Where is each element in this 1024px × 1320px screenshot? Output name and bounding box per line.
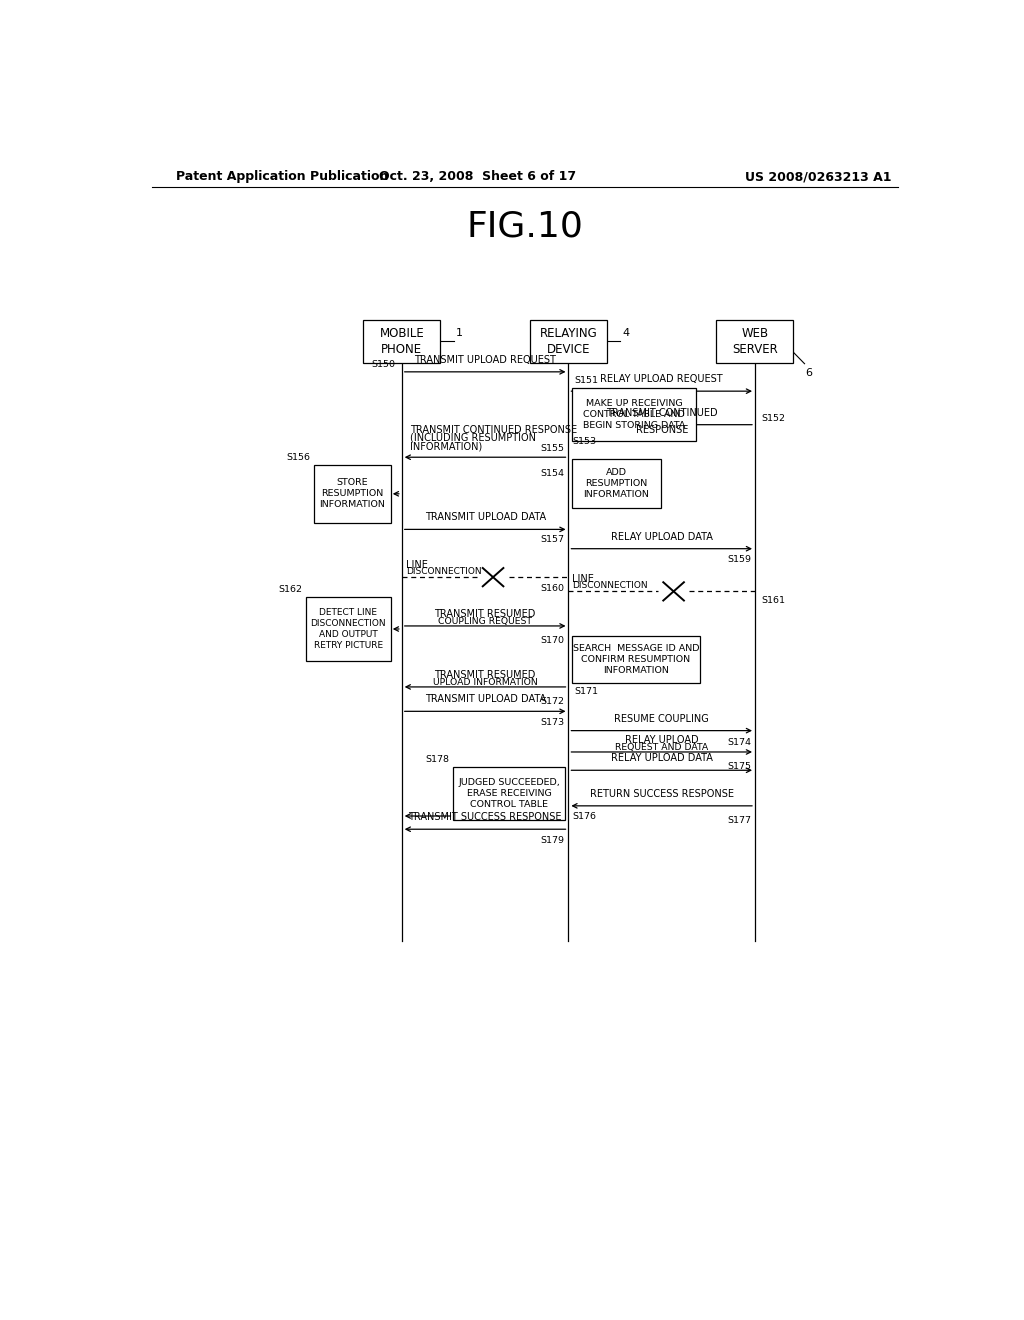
Text: RELAY UPLOAD: RELAY UPLOAD [625,735,698,744]
FancyBboxPatch shape [571,388,696,441]
FancyBboxPatch shape [717,319,794,363]
Text: TRANSMIT RESUMED: TRANSMIT RESUMED [434,669,536,680]
Text: S159: S159 [727,554,751,564]
Text: STORE
RESUMPTION
INFORMATION: STORE RESUMPTION INFORMATION [319,478,385,510]
Text: DETECT LINE
DISCONNECTION
AND OUTPUT
RETRY PICTURE: DETECT LINE DISCONNECTION AND OUTPUT RET… [310,607,386,651]
Text: TRANSMIT CONTINUED RESPONSE: TRANSMIT CONTINUED RESPONSE [410,425,577,434]
Text: LINE: LINE [406,560,428,570]
Text: S155: S155 [541,444,564,453]
Text: TRANSMIT SUCCESS RESPONSE: TRANSMIT SUCCESS RESPONSE [409,812,562,822]
Text: COUPLING REQUEST: COUPLING REQUEST [438,616,532,626]
Text: S154: S154 [541,470,564,478]
Text: S176: S176 [572,812,596,821]
Text: 1: 1 [456,329,463,338]
FancyBboxPatch shape [571,636,700,682]
Text: INFORMATION): INFORMATION) [410,441,482,451]
Text: LINE: LINE [572,574,594,585]
Text: 4: 4 [622,329,629,338]
Text: MOBILE
PHONE: MOBILE PHONE [380,327,424,356]
Text: RESPONSE: RESPONSE [636,425,688,434]
Text: RETURN SUCCESS RESPONSE: RETURN SUCCESS RESPONSE [590,789,734,799]
FancyBboxPatch shape [571,459,660,508]
Text: S162: S162 [279,586,303,594]
Text: JUDGED SUCCEEDED,
ERASE RECEIVING
CONTROL TABLE: JUDGED SUCCEEDED, ERASE RECEIVING CONTRO… [458,777,560,809]
Text: ADD
RESUMPTION
INFORMATION: ADD RESUMPTION INFORMATION [583,469,649,499]
Text: RELAY UPLOAD DATA: RELAY UPLOAD DATA [610,532,713,541]
Text: DISCONNECTION: DISCONNECTION [406,568,481,576]
Text: S171: S171 [574,686,599,696]
Text: S175: S175 [727,762,751,771]
Text: Patent Application Publication: Patent Application Publication [176,170,388,183]
Text: Oct. 23, 2008  Sheet 6 of 17: Oct. 23, 2008 Sheet 6 of 17 [379,170,575,183]
FancyBboxPatch shape [306,598,391,660]
Text: S173: S173 [541,718,564,727]
Text: TRANSMIT UPLOAD DATA: TRANSMIT UPLOAD DATA [425,512,546,523]
Text: TRANSMIT RESUMED: TRANSMIT RESUMED [434,609,536,619]
Text: RELAY UPLOAD REQUEST: RELAY UPLOAD REQUEST [600,374,723,384]
FancyBboxPatch shape [364,319,440,363]
Text: S161: S161 [761,597,785,606]
Text: S179: S179 [541,837,564,845]
Text: TRANSMIT CONTINUED: TRANSMIT CONTINUED [606,408,718,417]
Text: US 2008/0263213 A1: US 2008/0263213 A1 [745,170,892,183]
Text: TRANSMIT UPLOAD DATA: TRANSMIT UPLOAD DATA [425,694,546,704]
Text: S156: S156 [287,453,310,462]
Text: DISCONNECTION: DISCONNECTION [572,581,648,590]
Text: UPLOAD INFORMATION: UPLOAD INFORMATION [433,678,538,686]
Text: S174: S174 [727,738,751,747]
FancyBboxPatch shape [530,319,607,363]
Text: (INCLUDING RESUMPTION: (INCLUDING RESUMPTION [410,433,536,444]
Text: S153: S153 [572,437,597,446]
Text: S178: S178 [425,755,450,764]
Text: S150: S150 [372,360,395,368]
FancyBboxPatch shape [453,767,565,820]
Text: REQUEST AND DATA: REQUEST AND DATA [615,743,709,752]
Text: S172: S172 [541,697,564,706]
Text: S170: S170 [541,636,564,645]
Text: S152: S152 [761,413,785,422]
Text: S177: S177 [727,816,751,825]
Text: MAKE UP RECEIVING
CONTROL TABLE AND
BEGIN STORING DATA: MAKE UP RECEIVING CONTROL TABLE AND BEGI… [583,399,685,430]
Text: RELAY UPLOAD DATA: RELAY UPLOAD DATA [610,754,713,763]
Text: FIG.10: FIG.10 [466,210,584,243]
Text: S157: S157 [541,536,564,544]
Text: 6: 6 [805,368,812,378]
Text: SEARCH  MESSAGE ID AND
CONFIRM RESUMPTION
INFORMATION: SEARCH MESSAGE ID AND CONFIRM RESUMPTION… [572,644,699,675]
Text: S151: S151 [574,376,599,385]
Text: TRANSMIT UPLOAD REQUEST: TRANSMIT UPLOAD REQUEST [414,355,556,364]
Text: S160: S160 [541,585,564,593]
FancyBboxPatch shape [313,465,391,523]
Text: RELAYING
DEVICE: RELAYING DEVICE [540,327,597,356]
Text: WEB
SERVER: WEB SERVER [732,327,778,356]
Text: RESUME COUPLING: RESUME COUPLING [614,714,709,723]
